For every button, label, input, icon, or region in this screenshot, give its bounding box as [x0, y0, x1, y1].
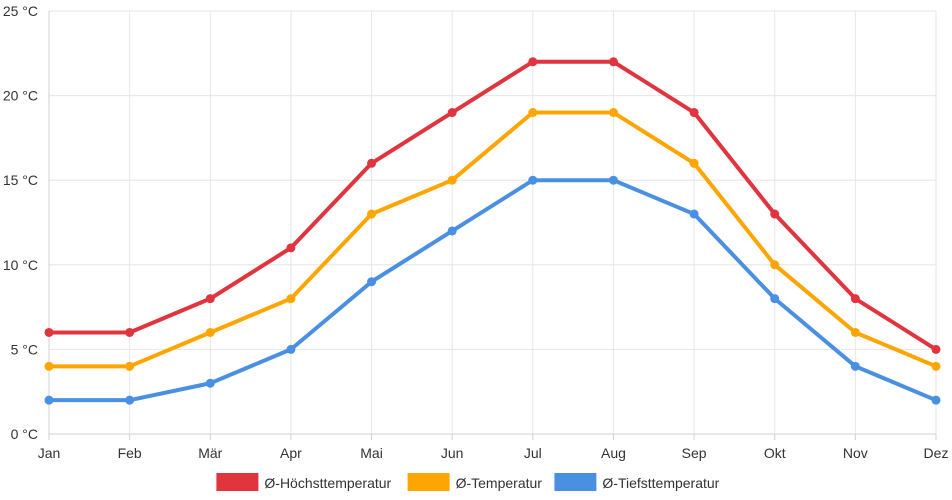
legend-item[interactable]: Ø-Temperatur [407, 473, 543, 491]
axes: 0 °C 5 °C 10 °C 15 °C 20 °C 25 °C Jan Feb Mär Apr… [3, 3, 949, 461]
data-point[interactable] [689, 158, 699, 168]
series-line [47, 110, 938, 369]
data-point[interactable] [689, 209, 699, 219]
y-tick-label: 25 °C [3, 3, 38, 19]
data-point[interactable] [205, 294, 215, 304]
x-tick-label: Feb [118, 445, 142, 461]
series-group [44, 57, 941, 354]
x-tick-label: Jun [441, 445, 464, 461]
x-tick-label: Jan [38, 445, 61, 461]
data-point[interactable] [770, 294, 780, 304]
data-point[interactable] [367, 277, 377, 287]
data-point[interactable] [125, 395, 135, 405]
legend: Ø-Höchsttemperatur Ø-Temperatur Ø-Tiefstte… [216, 473, 720, 491]
legend-swatch [407, 473, 450, 491]
x-tick-label: Nov [843, 445, 868, 461]
data-point[interactable] [125, 327, 135, 337]
data-point[interactable] [44, 361, 54, 371]
x-tick-label: Dez [924, 445, 949, 461]
series-line [47, 59, 938, 352]
x-tick-label: Mär [198, 445, 222, 461]
legend-swatch [554, 473, 597, 491]
data-point[interactable] [447, 175, 457, 185]
y-tick-label: 15 °C [3, 172, 38, 188]
data-point[interactable] [44, 395, 54, 405]
legend-label: Ø-Temperatur [456, 475, 543, 491]
legend-swatch [216, 473, 259, 491]
series-group [44, 108, 941, 371]
series-group [44, 175, 941, 405]
x-tick-label: Sep [682, 445, 707, 461]
data-point[interactable] [931, 395, 941, 405]
data-point[interactable] [608, 175, 618, 185]
data-point[interactable] [528, 57, 538, 67]
x-tick-label: Mai [360, 445, 383, 461]
data-point[interactable] [205, 327, 215, 337]
y-tick-label: 20 °C [3, 88, 38, 104]
data-point[interactable] [125, 361, 135, 371]
x-tick-label: Okt [764, 445, 786, 461]
data-point[interactable] [608, 108, 618, 118]
data-point[interactable] [850, 361, 860, 371]
data-point[interactable] [850, 327, 860, 337]
data-point[interactable] [44, 327, 54, 337]
data-point[interactable] [528, 175, 538, 185]
y-tick-label: 10 °C [3, 257, 38, 273]
series-line [47, 178, 938, 403]
x-tick-label: Jul [524, 445, 542, 461]
data-point[interactable] [205, 378, 215, 388]
grid [48, 10, 937, 440]
data-point[interactable] [608, 57, 618, 67]
data-point[interactable] [931, 344, 941, 354]
data-point[interactable] [770, 209, 780, 219]
x-tick-label: Aug [601, 445, 626, 461]
data-point[interactable] [367, 209, 377, 219]
data-point[interactable] [367, 158, 377, 168]
data-point[interactable] [286, 243, 296, 253]
series [44, 57, 941, 405]
data-point[interactable] [689, 108, 699, 118]
data-point[interactable] [931, 361, 941, 371]
data-point[interactable] [850, 294, 860, 304]
y-tick-label: 5 °C [11, 341, 38, 357]
legend-label: Ø-Höchsttemperatur [264, 475, 391, 491]
data-point[interactable] [447, 108, 457, 118]
legend-item[interactable]: Ø-Höchsttemperatur [216, 473, 392, 491]
data-point[interactable] [286, 294, 296, 304]
data-point[interactable] [447, 226, 457, 236]
data-point[interactable] [286, 344, 296, 354]
legend-item[interactable]: Ø-Tiefsttemperatur [554, 473, 720, 491]
x-tick-label: Apr [280, 445, 302, 461]
data-point[interactable] [528, 108, 538, 118]
data-point[interactable] [770, 260, 780, 270]
legend-label: Ø-Tiefsttemperatur [602, 475, 719, 491]
y-tick-label: 0 °C [11, 426, 38, 442]
